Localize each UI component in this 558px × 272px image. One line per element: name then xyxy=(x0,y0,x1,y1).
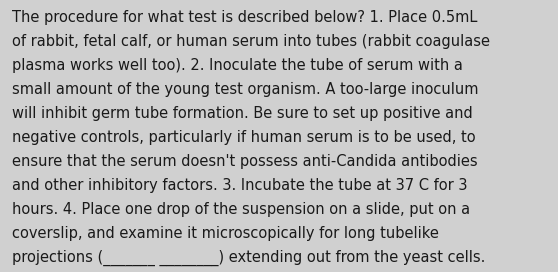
Text: and other inhibitory factors. 3. Incubate the tube at 37 C for 3: and other inhibitory factors. 3. Incubat… xyxy=(12,178,468,193)
Text: projections (_______ ________) extending out from the yeast cells.: projections (_______ ________) extending… xyxy=(12,250,485,266)
Text: hours. 4. Place one drop of the suspension on a slide, put on a: hours. 4. Place one drop of the suspensi… xyxy=(12,202,470,217)
Text: negative controls, particularly if human serum is to be used, to: negative controls, particularly if human… xyxy=(12,130,476,145)
Text: plasma works well too). 2. Inoculate the tube of serum with a: plasma works well too). 2. Inoculate the… xyxy=(12,58,463,73)
Text: of rabbit, fetal calf, or human serum into tubes (rabbit coagulase: of rabbit, fetal calf, or human serum in… xyxy=(12,34,490,49)
Text: coverslip, and examine it microscopically for long tubelike: coverslip, and examine it microscopicall… xyxy=(12,226,439,241)
Text: ensure that the serum doesn't possess anti-Candida antibodies: ensure that the serum doesn't possess an… xyxy=(12,154,478,169)
Text: will inhibit germ tube formation. Be sure to set up positive and: will inhibit germ tube formation. Be sur… xyxy=(12,106,473,121)
Text: The procedure for what test is described below? 1. Place 0.5mL: The procedure for what test is described… xyxy=(12,10,478,25)
Text: small amount of the young test organism. A too-large inoculum: small amount of the young test organism.… xyxy=(12,82,479,97)
